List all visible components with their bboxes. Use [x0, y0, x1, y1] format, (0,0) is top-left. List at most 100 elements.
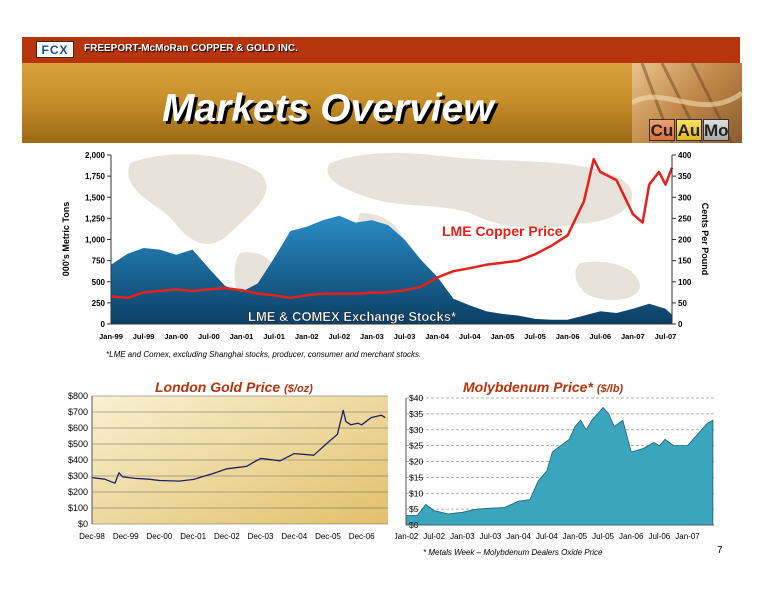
gold-price-line: [91, 409, 386, 484]
gold-series-layer: [91, 409, 386, 484]
gold-title-unit: ($/oz): [284, 383, 313, 395]
moly-x-tick-label: Jul-06: [648, 532, 670, 541]
gold-x-tick-label: Dec-00: [147, 532, 173, 541]
copper-left-tick-label: 500: [92, 278, 106, 287]
moly-x-tick-label: Jul-03: [480, 532, 502, 541]
copper-x-tick-label: Jul-01: [263, 332, 285, 341]
gold-chart-title: London Gold Price ($/oz): [155, 379, 313, 395]
company-name: FREEPORT-McMoRan COPPER & GOLD INC.: [84, 43, 298, 54]
copper-right-tick-label: 250: [678, 214, 692, 223]
gold-x-tick-label: Dec-01: [180, 532, 206, 541]
moly-chart-title: Molybdenum Price* ($/lb): [463, 379, 623, 395]
gold-y-tick-label: $500: [68, 439, 88, 449]
moly-x-tick-label: Jul-05: [592, 532, 614, 541]
moly-x-tick-label: Jul-02: [423, 532, 445, 541]
element-tile-mo: Mo: [703, 119, 729, 141]
moly-x-tick-label: Jan-05: [563, 532, 588, 541]
copper-left-tick-label: 2,000: [85, 151, 106, 160]
gold-x-tick-label: Dec-06: [349, 532, 375, 541]
copper-x-tick-label: Jul-03: [394, 332, 416, 341]
copper-x-axis: Jan-99 Jul-99 Jan-00 Jul-00 Jan-01 Jul-01 Jan-…: [99, 332, 676, 341]
gold-title-text: London Gold Price: [155, 379, 281, 395]
moly-y-tick-label: $35: [409, 409, 423, 419]
copper-chart: 0 250 500 750 1,000 1,250 1,500 1,750 2,000 0 50 1…: [61, 151, 710, 341]
copper-x-tick-label: Jul-00: [198, 332, 220, 341]
copper-price-line: [110, 157, 674, 300]
copper-right-axis-label: Cents Per Pound: [700, 203, 710, 276]
copper-x-tick-label: Jul-02: [328, 332, 350, 341]
copper-x-tick-label: Jan-00: [164, 332, 188, 341]
gold-x-tick-label: Dec-02: [214, 532, 240, 541]
copper-left-axis-label: 000's Metric Tons: [61, 202, 71, 277]
moly-x-tick-label: Jul-04: [536, 532, 558, 541]
copper-right-tick-label: 0: [678, 320, 683, 329]
moly-x-tick-label: Jan-02: [395, 532, 419, 541]
moly-y-tick-label: $20: [409, 457, 423, 467]
copper-left-tick-label: 750: [92, 257, 106, 266]
copper-x-tick-label: Jan-05: [491, 332, 515, 341]
gold-x-tick-label: Dec-03: [248, 532, 274, 541]
moly-y-tick-label: $10: [409, 488, 423, 498]
page-title: Markets Overview: [162, 87, 494, 130]
moly-price-area: [405, 406, 714, 526]
gold-y-tick-label: $200: [68, 487, 88, 497]
copper-right-tick-label: 400: [678, 151, 692, 160]
copper-x-tick-label: Jan-04: [425, 332, 450, 341]
gold-y-axis: $0 $100 $200 $300 $400 $500 $600 $700 $800: [68, 392, 88, 529]
moly-x-tick-label: Jan-04: [506, 532, 531, 541]
copper-series-layer: [110, 157, 674, 324]
gold-y-tick-label: $400: [68, 455, 88, 465]
gold-y-tick-label: $800: [68, 392, 88, 401]
moly-y-tick-label: $15: [409, 472, 423, 482]
copper-x-tick-label: Jan-99: [99, 332, 123, 341]
gold-x-axis: Dec-98 Dec-99 Dec-00 Dec-01 Dec-02 Dec-03 Dec-…: [79, 532, 375, 541]
moly-title-unit: ($/lb): [596, 383, 624, 395]
gold-y-tick-label: $300: [68, 471, 88, 481]
moly-y-tick-label: $40: [409, 393, 423, 403]
gold-y-tick-label: $0: [78, 519, 88, 529]
gold-y-tick-label: $700: [68, 407, 88, 417]
moly-series-layer: [405, 406, 714, 526]
copper-right-tick-label: 50: [678, 299, 687, 308]
moly-y-tick-label: $25: [409, 441, 423, 451]
copper-right-tick-label: 300: [678, 193, 692, 202]
moly-footnote: * Metals Week – Molybdenum Dealers Oxide…: [423, 548, 603, 557]
gold-y-tick-label: $100: [68, 503, 88, 513]
copper-x-tick-label: Jul-07: [655, 332, 677, 341]
gold-x-tick-label: Dec-04: [281, 532, 307, 541]
copper-stocks-series-label: LME & COMEX Exchange Stocks*: [248, 309, 457, 324]
page-number: 7: [717, 545, 723, 556]
copper-price-series-label: LME Copper Price: [442, 223, 563, 239]
moly-x-tick-label: Jan-03: [450, 532, 475, 541]
element-tile-au: Au: [676, 119, 702, 141]
moly-y-tick-label: $30: [409, 425, 423, 435]
gold-y-tick-label: $600: [68, 423, 88, 433]
element-tile-cu: Cu: [649, 119, 675, 141]
copper-left-tick-label: 1,500: [85, 193, 106, 202]
company-logo: FCX: [36, 41, 74, 58]
copper-right-tick-label: 200: [678, 236, 692, 245]
gold-x-tick-label: Dec-99: [113, 532, 139, 541]
copper-left-axis: 0 250 500 750 1,000 1,250 1,500 1,750 2,000: [85, 151, 111, 329]
copper-x-tick-label: Jan-01: [230, 332, 254, 341]
moly-x-tick-label: Jan-06: [619, 532, 644, 541]
copper-left-tick-label: 0: [101, 320, 106, 329]
copper-x-tick-label: Jul-04: [459, 332, 482, 341]
gold-x-tick-label: Dec-98: [79, 532, 105, 541]
copper-x-tick-label: Jan-07: [621, 332, 645, 341]
header-bar: [22, 37, 740, 63]
copper-left-tick-label: 250: [92, 299, 106, 308]
copper-right-axis: 0 50 100 150 200 250 300 350 400: [672, 151, 692, 329]
moly-x-axis: Jan-02 Jul-02 Jan-03 Jul-03 Jan-04 Jul-04 Jan-…: [395, 532, 700, 541]
copper-x-tick-label: Jan-02: [295, 332, 319, 341]
moly-x-tick-label: Jan-07: [675, 532, 700, 541]
copper-x-tick-label: Jan-03: [360, 332, 384, 341]
copper-right-tick-label: 150: [678, 257, 692, 266]
copper-right-tick-label: 100: [678, 278, 692, 287]
gold-x-tick-label: Dec-05: [315, 532, 341, 541]
copper-footnote: *LME and Comex, excluding Shanghai stock…: [106, 350, 422, 359]
moly-y-tick-label: $5: [409, 504, 419, 514]
copper-x-tick-label: Jul-99: [133, 332, 155, 341]
moly-chart: $0$5$10$15$20$25$30$35$40 Jan-02 Jul-02 Ja…: [395, 393, 714, 541]
copper-left-tick-label: 1,000: [85, 236, 106, 245]
